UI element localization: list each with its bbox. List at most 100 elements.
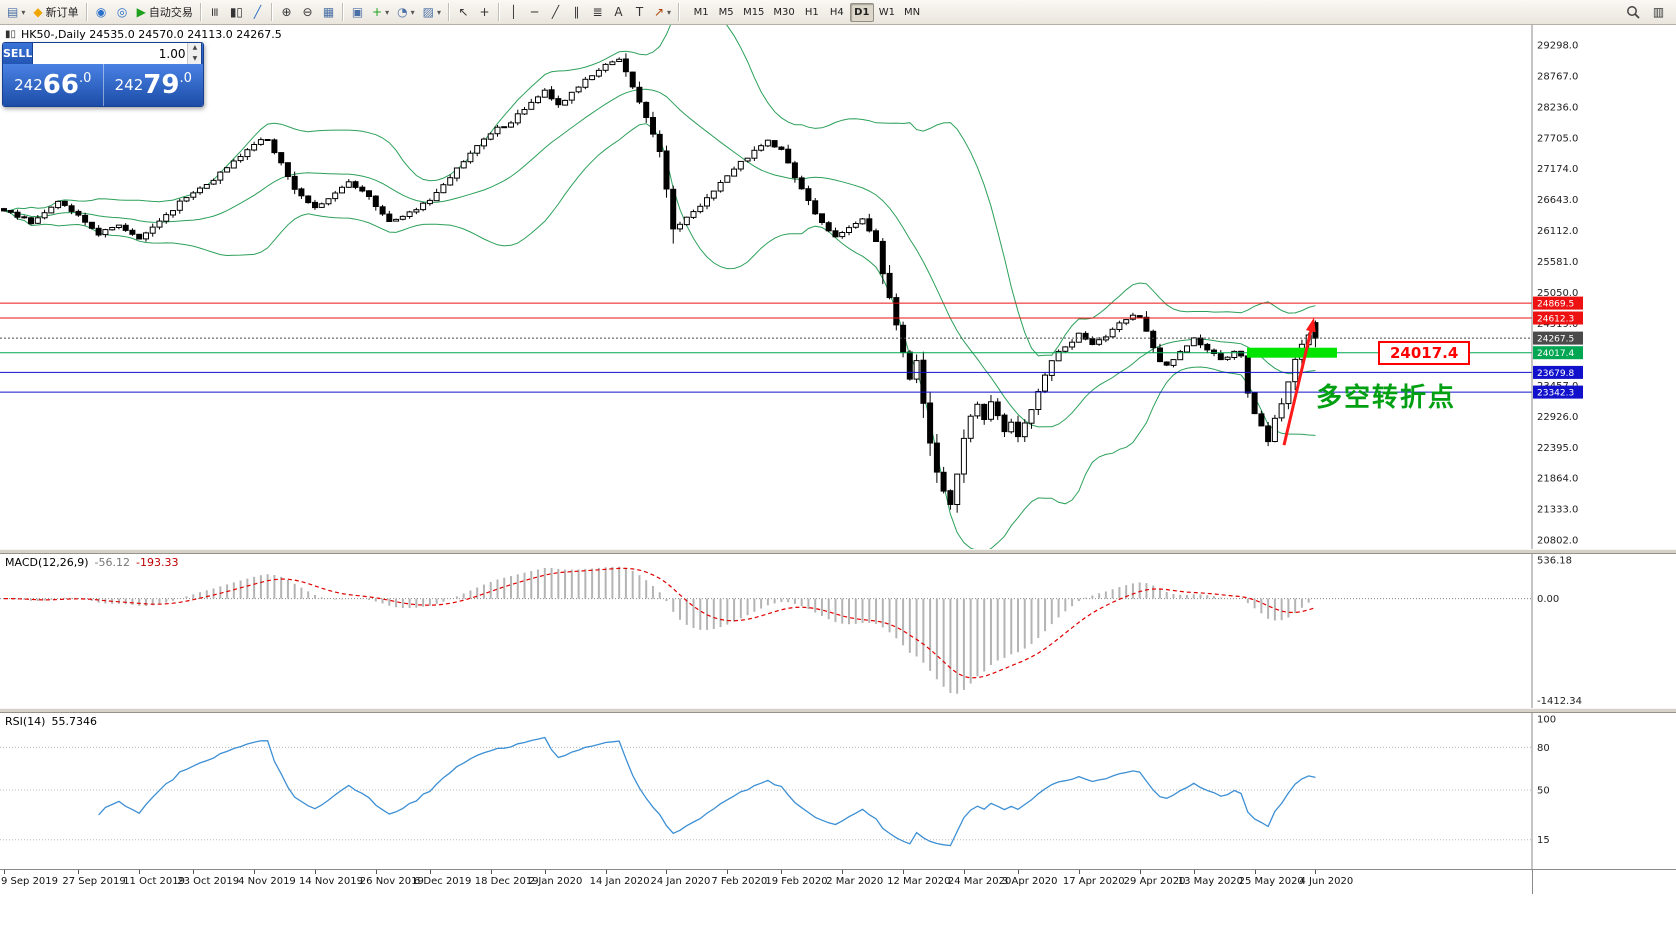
- bars-chart-icon[interactable]: ≡: [205, 2, 226, 23]
- grid-icon[interactable]: ▦: [318, 2, 339, 23]
- candlestick-chart-icon[interactable]: ▮▯: [226, 2, 247, 23]
- time-axis-label: 4 Jun 2020: [1299, 876, 1354, 887]
- arrows-icon-glyph: ↗: [653, 5, 665, 19]
- time-axis-tick: [1193, 870, 1195, 874]
- equidistant-channel-icon[interactable]: ∥: [566, 2, 587, 23]
- time-axis-label: 14 Jan 2020: [589, 876, 650, 887]
- buy-price-button[interactable]: 242 79.0: [104, 64, 204, 106]
- volume-box: ▲ ▼: [32, 43, 203, 64]
- profiles-icon[interactable]: ◉: [91, 2, 112, 23]
- crosshair-icon[interactable]: +: [474, 2, 495, 23]
- pane-separator[interactable]: [0, 549, 1676, 554]
- tile-windows-icon[interactable]: ▣: [347, 2, 368, 23]
- macd-pane[interactable]: 536.18 0.00 -1412.34 MACD(12,26,9) -56.12 …: [0, 554, 1676, 708]
- time-axis-tick: [429, 870, 431, 874]
- svg-text:28236.0: 28236.0: [1537, 102, 1578, 113]
- timeframe-button-m15[interactable]: M15: [743, 6, 765, 18]
- volume-input[interactable]: [33, 43, 188, 64]
- rsi-pane[interactable]: 100 80 50 15 RSI(14) 55.7346: [0, 713, 1676, 869]
- drawing-objects[interactable]: [1247, 317, 1337, 446]
- time-axis-label: 17 Apr 2020: [1062, 876, 1125, 887]
- time-axis-tick: [1078, 870, 1080, 874]
- svg-text:23342.3: 23342.3: [1537, 389, 1574, 399]
- text-icon[interactable]: A: [608, 2, 629, 23]
- time-axis-tick: [193, 870, 195, 874]
- svg-text:25581.0: 25581.0: [1537, 257, 1578, 268]
- cursor-icon[interactable]: ↖: [453, 2, 474, 23]
- time-axis-tick: [490, 870, 492, 874]
- pane-separator[interactable]: [0, 708, 1676, 713]
- timeframe-button-d1[interactable]: D1: [849, 2, 874, 22]
- volume-up-icon[interactable]: ▲: [188, 43, 202, 54]
- timeframe-button-h1[interactable]: H1: [804, 6, 819, 18]
- time-axis-label: 11 Oct 2019: [123, 876, 186, 887]
- new-order-button[interactable]: ◆ 新订单: [29, 2, 82, 23]
- time-axis-tick: [254, 870, 256, 874]
- line-chart-icon[interactable]: ╱: [247, 2, 268, 23]
- search-icon: [1627, 6, 1640, 19]
- zoom-in-icon[interactable]: ⊕: [276, 2, 297, 23]
- timeframe-button-mn[interactable]: MN: [904, 6, 921, 18]
- toolbar-separator: [199, 3, 202, 21]
- svg-text:24267.5: 24267.5: [1537, 335, 1574, 345]
- time-axis-tick: [544, 870, 546, 874]
- volume-down-icon[interactable]: ▼: [188, 53, 202, 64]
- timeframe-button-h4[interactable]: H4: [829, 6, 844, 18]
- metaeditor-icon[interactable]: ◎: [112, 2, 133, 23]
- price-chart-canvas: 29298.0 28767.0 28236.0 27705.0 27174.0 26643…: [0, 25, 1583, 549]
- cursor-icon-glyph: ↖: [458, 5, 469, 19]
- timeframe-button-m30[interactable]: M30: [773, 6, 795, 18]
- indicators-button[interactable]: + ▾: [368, 2, 393, 23]
- time-axis-tick: [666, 870, 668, 874]
- zoom-out-icon[interactable]: ⊖: [297, 2, 318, 23]
- vertical-line-icon[interactable]: │: [503, 2, 524, 23]
- toolbar-buttons: ▤ ▾ ◆ 新订单 ◉ ◎ ▶ 自动交易 ≡ ▮▯ ╱ ⊕ ⊖ ▦ ▣ + ▾ ◔ ▾ ▨ ▾ ↖ + │ ─ ╱ ∥ ≣ A T ↗ ▾: [3, 2, 683, 23]
- bars-chart-icon-glyph: ≡: [208, 6, 223, 18]
- toolbar-separator: [497, 3, 500, 21]
- search-button[interactable]: [1622, 2, 1644, 23]
- fibonacci-icon[interactable]: ≣: [587, 2, 608, 23]
- time-axis-label: 2 Mar 2020: [826, 876, 884, 887]
- time-axis-label: 26 Nov 2019: [359, 876, 424, 887]
- axis-corner-line: [1532, 870, 1533, 894]
- sell-price-button[interactable]: 242 66.0: [3, 64, 104, 106]
- time-axis-label: 9 Sep 2019: [1, 876, 59, 887]
- time-axis-label: 13 May 2020: [1177, 876, 1243, 887]
- time-axis-tick: [1139, 870, 1141, 874]
- time-axis-tick: [78, 870, 80, 874]
- time-axis[interactable]: 9 Sep 2019 27 Sep 2019 11 Oct 2019 23 Oct 2…: [0, 869, 1676, 894]
- layouts-button[interactable]: ▥: [1648, 2, 1669, 23]
- autotrading-button[interactable]: ▶ 自动交易: [133, 2, 197, 23]
- timeframe-button-m1[interactable]: M1: [693, 6, 709, 18]
- tile-windows-icon-glyph: ▣: [351, 5, 364, 19]
- text-label-icon[interactable]: T: [629, 2, 650, 23]
- svg-text:0.00: 0.00: [1537, 594, 1559, 605]
- timeframe-button-m5[interactable]: M5: [718, 6, 734, 18]
- time-axis-label: 14 Nov 2019: [298, 876, 364, 887]
- timeframe-button-w1[interactable]: W1: [878, 6, 896, 18]
- time-axis-label: 25 May 2020: [1238, 876, 1304, 887]
- sell-label: SELL: [3, 47, 33, 60]
- svg-text:100: 100: [1537, 715, 1556, 726]
- dropdown-caret-icon: ▾: [385, 7, 390, 17]
- time-axis-tick: [139, 870, 141, 874]
- volume-spinner[interactable]: ▲ ▼: [187, 43, 202, 64]
- svg-text:24017.4: 24017.4: [1537, 349, 1574, 359]
- horizontal-line-icon[interactable]: ─: [524, 2, 545, 23]
- periods-button[interactable]: ◔ ▾: [393, 2, 419, 23]
- price-pane[interactable]: 29298.0 28767.0 28236.0 27705.0 27174.0 26643…: [0, 25, 1676, 549]
- dropdown-caret-icon: ▾: [21, 7, 26, 17]
- templates-button[interactable]: ▨ ▾: [419, 2, 445, 23]
- new-chart-glyph: ▤: [7, 5, 19, 19]
- svg-text:27705.0: 27705.0: [1537, 133, 1578, 144]
- text-label-icon-glyph: T: [635, 5, 644, 19]
- dropdown-caret-icon: ▾: [410, 7, 415, 17]
- macd-histogram: [9, 566, 1317, 694]
- svg-text:24612.3: 24612.3: [1537, 315, 1574, 325]
- new-chart-button[interactable]: ▤ ▾: [3, 2, 29, 23]
- autotrading-glyph: ▶: [136, 5, 146, 19]
- arrows-icon[interactable]: ↗ ▾: [650, 2, 675, 23]
- toolbar-separator: [342, 3, 345, 21]
- trendline-icon[interactable]: ╱: [545, 2, 566, 23]
- zoom-out-icon-glyph: ⊖: [302, 5, 313, 19]
